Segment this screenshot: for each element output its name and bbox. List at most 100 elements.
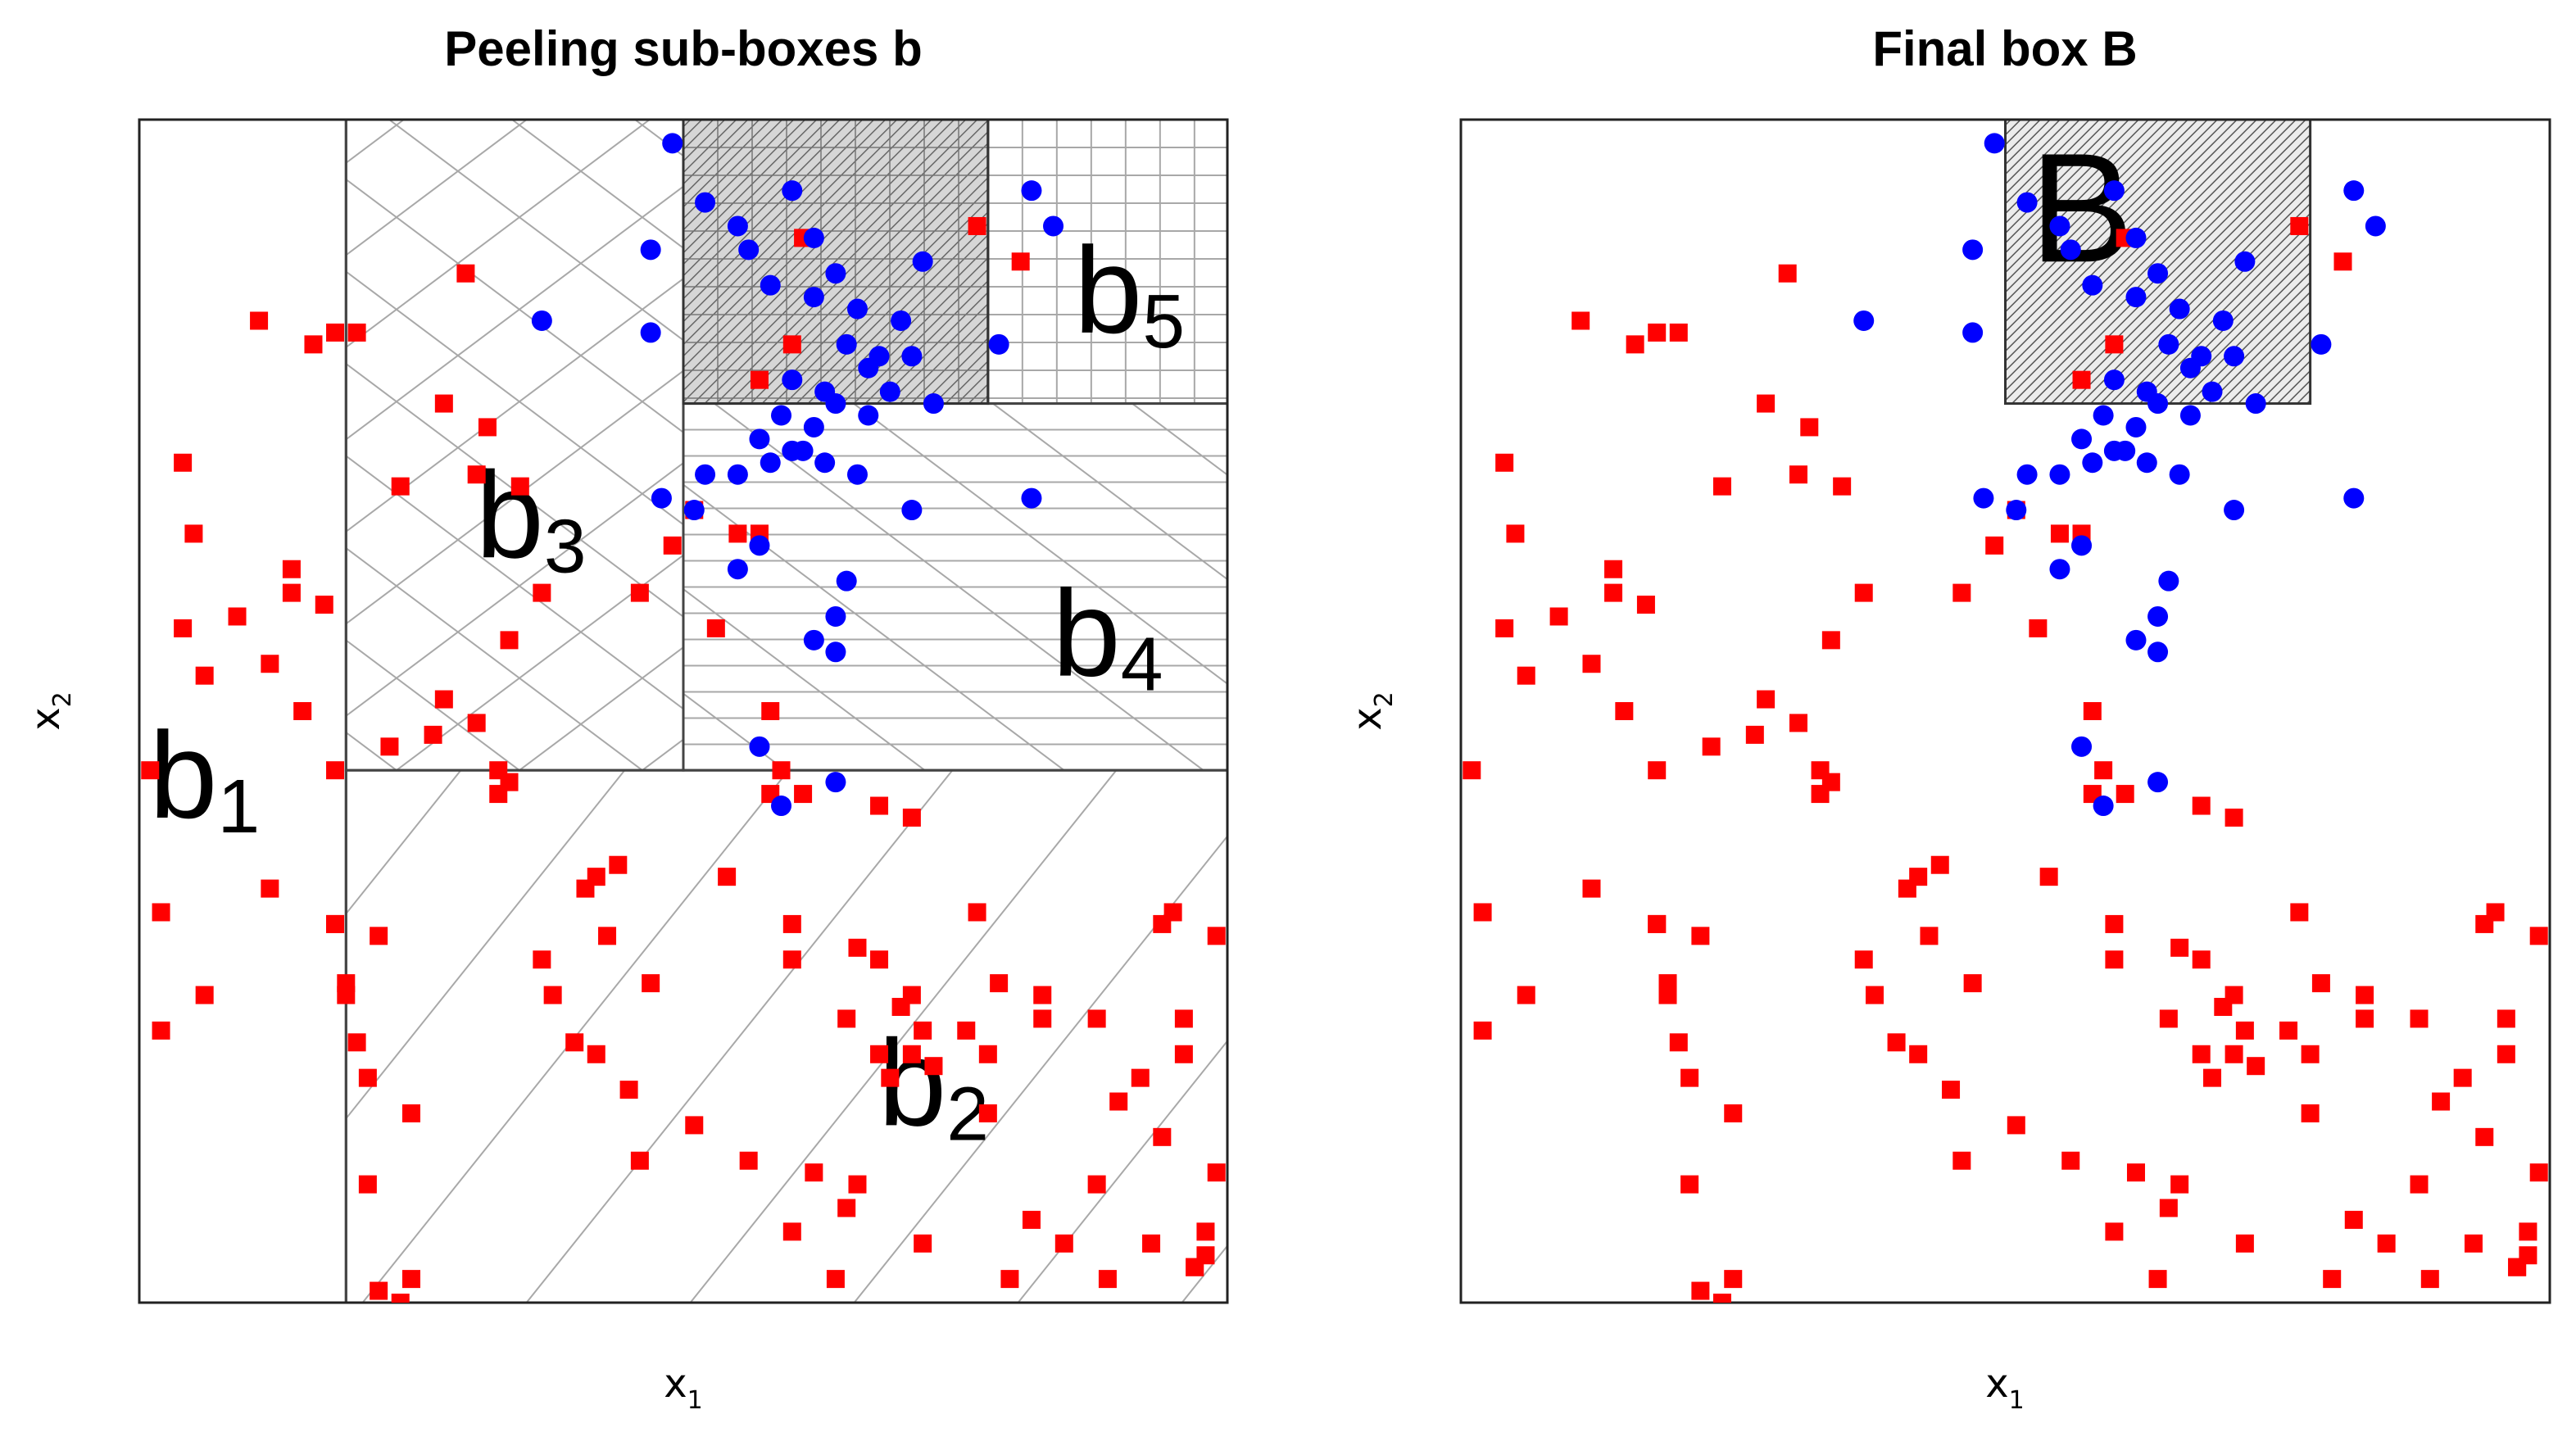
red-point — [1712, 1294, 1731, 1303]
red-point — [1789, 714, 1807, 732]
red-point — [141, 761, 160, 780]
red-point — [2290, 903, 2309, 922]
red-point — [870, 796, 889, 815]
blue-point — [2049, 215, 2070, 237]
red-point — [706, 619, 725, 637]
red-point — [2410, 1009, 2429, 1028]
red-point — [1757, 690, 1776, 709]
blue-point — [2082, 452, 2103, 474]
red-point — [2159, 1199, 2178, 1217]
blue-point — [803, 227, 824, 248]
red-point — [1582, 655, 1601, 673]
blue-point — [695, 464, 716, 485]
blue-point — [2224, 346, 2245, 367]
blue-point — [727, 559, 748, 580]
hatch-box-b2-left — [346, 770, 1227, 1303]
red-point — [2094, 761, 2113, 780]
red-point — [1789, 465, 1807, 484]
blue-point — [2158, 570, 2179, 592]
red-point — [1087, 1009, 1106, 1028]
red-point — [848, 1175, 867, 1194]
red-point — [2050, 524, 2069, 543]
red-point — [1648, 914, 1667, 933]
blue-point — [2158, 333, 2179, 355]
y-axis-label-left: x2 — [23, 691, 77, 731]
red-point — [2311, 974, 2330, 993]
red-point — [402, 1104, 420, 1122]
red-point — [761, 702, 780, 720]
red-point — [1952, 1151, 1971, 1170]
blue-point — [749, 736, 770, 757]
red-point — [1724, 1104, 1743, 1122]
blue-point — [2311, 333, 2332, 355]
red-point — [489, 761, 508, 780]
red-point — [794, 785, 813, 804]
red-point — [1680, 1175, 1699, 1194]
blue-point — [2125, 227, 2147, 248]
blue-point — [2234, 251, 2256, 272]
final-box-panel: Final box B B x1 x2 — [1345, 21, 2551, 1415]
red-point — [467, 714, 486, 732]
red-point — [1582, 879, 1601, 898]
blue-point — [727, 215, 748, 237]
blue-point — [2049, 559, 2070, 580]
red-point — [2170, 1175, 2189, 1194]
red-point — [424, 725, 442, 744]
red-point — [2497, 1045, 2515, 1063]
red-point — [2105, 335, 2124, 354]
red-point — [1866, 986, 1884, 1004]
red-point — [358, 1068, 377, 1087]
blue-point — [1984, 133, 2005, 154]
red-point — [2159, 1009, 2178, 1028]
peeling-panel: Peeling sub-boxes b b1 b2 b3 b4 b5 x1 x2 — [23, 21, 1229, 1415]
hatch-box-b3-left — [346, 120, 683, 771]
red-point — [1930, 855, 1949, 874]
red-point — [533, 583, 551, 602]
blue-point — [2169, 298, 2190, 320]
red-point — [1473, 1021, 1492, 1040]
red-point — [533, 950, 551, 969]
panel-title-right: Final box B — [1872, 21, 2137, 76]
red-point — [2377, 1234, 2396, 1253]
red-point — [370, 1281, 388, 1300]
red-point — [837, 1009, 856, 1028]
red-point — [500, 631, 519, 650]
red-point — [1196, 1222, 1215, 1241]
red-point — [1648, 761, 1667, 780]
red-point — [2170, 938, 2189, 957]
red-point — [2464, 1234, 2483, 1253]
red-point — [326, 323, 345, 342]
red-point — [1854, 583, 1873, 602]
blue-point — [836, 333, 857, 355]
blue-point — [1043, 215, 1064, 237]
plot-frame-right — [1459, 118, 2551, 1304]
red-point — [990, 974, 1009, 993]
blue-point — [2103, 180, 2125, 202]
blue-point — [1021, 487, 1042, 509]
red-point — [2192, 796, 2211, 815]
red-point — [402, 1270, 420, 1289]
red-point — [2203, 1068, 2222, 1087]
red-point — [685, 1116, 704, 1135]
red-point — [837, 1199, 856, 1217]
red-point — [1549, 607, 1568, 626]
blue-point — [738, 239, 760, 261]
red-point — [1626, 335, 1644, 354]
red-point — [1658, 986, 1677, 1004]
blue-point — [2245, 393, 2266, 415]
red-point — [1615, 702, 1634, 720]
blue-point — [2006, 500, 2027, 521]
red-point — [1495, 453, 1514, 472]
box-label-b5-left: b5 — [1074, 221, 1185, 364]
box-label-b2-left: b2 — [878, 1013, 989, 1156]
blue-point — [2093, 405, 2114, 426]
red-point — [1495, 619, 1514, 637]
blue-point — [2125, 416, 2147, 437]
blue-point — [1973, 487, 1994, 509]
red-point — [619, 1081, 638, 1099]
red-point — [337, 986, 356, 1004]
red-point — [1463, 761, 1481, 780]
blue-point — [846, 298, 868, 320]
red-point — [195, 666, 214, 685]
red-point — [1800, 418, 1819, 437]
